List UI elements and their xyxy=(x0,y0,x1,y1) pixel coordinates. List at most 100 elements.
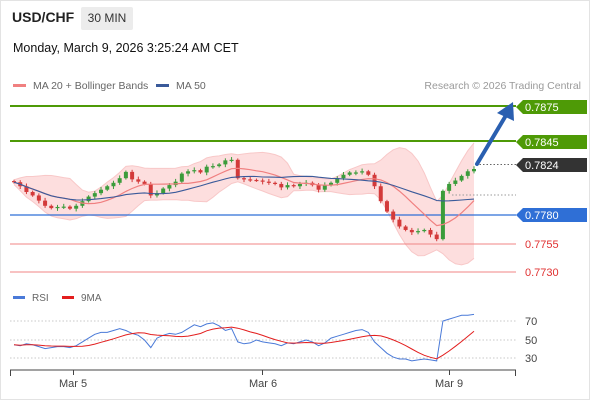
candle-body xyxy=(111,182,116,187)
candle-body xyxy=(55,206,60,209)
candle-body xyxy=(105,186,110,190)
legend-ma20-label: MA 20 + Bollinger Bands xyxy=(33,80,149,92)
bollinger-upper-line xyxy=(13,142,475,203)
candle-body xyxy=(391,211,396,220)
candle-body xyxy=(416,231,421,233)
candle-body xyxy=(192,170,197,172)
rsi-line xyxy=(13,313,475,362)
rsi-tick-50: 50 xyxy=(525,335,537,347)
candle-body xyxy=(254,179,259,182)
candle-body xyxy=(161,188,166,194)
candle-body xyxy=(248,179,253,181)
tag-s1-text: 0.7780 xyxy=(525,210,559,222)
x-label-mar6: Mar 6 xyxy=(249,378,277,390)
candle-body xyxy=(422,229,427,232)
candle-body xyxy=(273,182,278,184)
tag-r2: 0.7875 xyxy=(516,100,587,114)
candle-body xyxy=(291,185,296,187)
candle-body xyxy=(148,183,153,196)
candle-body xyxy=(43,200,48,206)
rsi-tick-30: 30 xyxy=(525,353,537,365)
rsi-ma-swatch xyxy=(62,295,74,299)
tag-r2-text: 0.7875 xyxy=(525,102,559,114)
candle-body xyxy=(142,181,147,184)
tag-last-text: 0.7824 xyxy=(525,160,559,172)
rsi-swatch xyxy=(13,295,25,299)
candle-body xyxy=(335,178,340,183)
candle-body xyxy=(360,171,365,173)
candle-body xyxy=(260,180,265,182)
candle-body xyxy=(279,183,284,188)
candle-body xyxy=(428,229,433,235)
candle-body xyxy=(210,166,215,168)
candle-body xyxy=(453,180,458,184)
legend-rsi: RSI xyxy=(13,293,49,304)
candle-body xyxy=(316,185,321,190)
tag-s2-text: 0.7755 xyxy=(525,239,559,251)
candle-body xyxy=(186,171,191,174)
candle-body xyxy=(472,169,476,172)
candle-body xyxy=(30,192,35,196)
candle-body xyxy=(198,170,203,173)
ma50-swatch xyxy=(156,83,169,87)
candle-body xyxy=(465,171,470,176)
timeframe-tab[interactable]: 30 MIN xyxy=(81,7,133,30)
candle-body xyxy=(447,183,452,191)
candle-body xyxy=(86,196,91,202)
tag-r1-text: 0.7845 xyxy=(525,137,559,149)
legend-rsi-label: RSI xyxy=(32,293,49,304)
candle-body xyxy=(167,185,172,189)
credit-text: Research © 2026 Trading Central xyxy=(424,80,581,92)
rsi-tick-70: 70 xyxy=(525,316,537,328)
tag-s1: 0.7780 xyxy=(516,208,587,222)
candle-body xyxy=(117,178,122,183)
bollinger-band-area xyxy=(14,142,474,265)
candle-body xyxy=(99,189,104,194)
x-label-mar9: Mar 9 xyxy=(435,378,463,390)
legend-rsi-ma: 9MA xyxy=(62,293,102,304)
candle-body xyxy=(440,190,445,240)
candle-body xyxy=(74,205,79,209)
candle-body xyxy=(397,219,402,227)
candle-body xyxy=(123,171,128,179)
candle-body xyxy=(409,229,414,233)
legend-ma50-label: MA 50 xyxy=(176,80,206,92)
legend-ma50: MA 50 xyxy=(156,80,206,92)
candle-body xyxy=(61,206,66,208)
symbol-title: USD/CHF xyxy=(12,9,75,25)
candle-body xyxy=(235,159,240,179)
candle-body xyxy=(217,164,222,167)
rsi-ma-line xyxy=(13,326,475,360)
candle-body xyxy=(229,159,234,161)
candle-body xyxy=(179,173,184,182)
candle-body xyxy=(353,172,358,174)
candle-body xyxy=(49,205,54,209)
candle-body xyxy=(223,160,228,165)
candle-body xyxy=(67,206,72,209)
forecast-arrow-icon xyxy=(475,102,514,166)
candle-body xyxy=(242,178,246,180)
tag-s3-text: 0.7730 xyxy=(525,267,559,279)
candle-body xyxy=(347,172,352,175)
candle-body xyxy=(130,171,135,180)
candle-body xyxy=(322,185,327,190)
candle-body xyxy=(136,179,141,182)
candle-body xyxy=(266,181,271,183)
candle-body xyxy=(372,174,377,187)
candle-body xyxy=(12,181,16,183)
ma50-line xyxy=(13,175,475,202)
candle-body xyxy=(341,174,346,179)
ma20-line xyxy=(13,167,475,227)
datetime-label: Monday, March 9, 2026 3:25:24 AM CET xyxy=(13,41,239,55)
candle-body xyxy=(434,234,439,240)
ma20-swatch xyxy=(13,83,26,87)
candle-body xyxy=(403,226,408,230)
candle-body xyxy=(297,183,302,187)
candles-group xyxy=(12,157,476,242)
tag-last: 0.7824 xyxy=(516,158,587,172)
candle-body xyxy=(24,186,29,192)
candle-body xyxy=(92,193,97,197)
candle-body xyxy=(459,175,464,181)
tag-r1: 0.7845 xyxy=(516,135,587,149)
